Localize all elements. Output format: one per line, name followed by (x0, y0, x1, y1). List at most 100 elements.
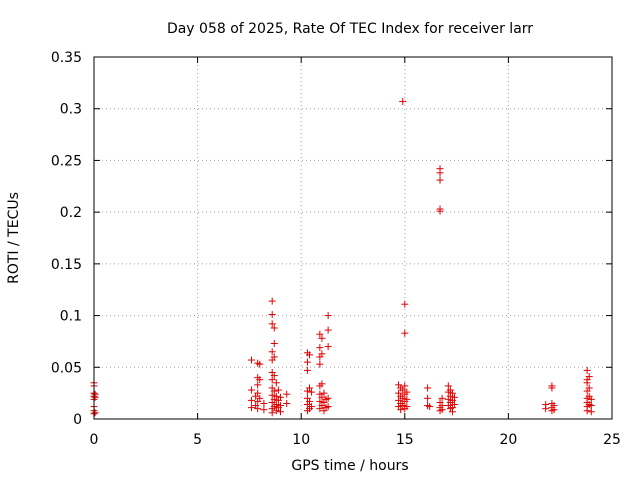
y-tick-label: 0 (73, 412, 82, 428)
data-point (548, 384, 556, 392)
y-tick-label: 0.05 (51, 360, 82, 376)
data-point (318, 393, 326, 401)
data-point (91, 393, 99, 401)
chart-title: Day 058 of 2025, Rate Of TEC Index for r… (167, 21, 533, 37)
data-point (254, 389, 262, 397)
data-point (305, 397, 313, 405)
x-tick-label: 10 (292, 432, 310, 448)
data-point (308, 388, 316, 396)
data-point (550, 406, 558, 414)
data-point (268, 311, 276, 319)
x-axis-label: GPS time / hours (291, 458, 408, 474)
data-point (583, 407, 591, 415)
data-point (270, 372, 278, 380)
data-point (587, 402, 595, 410)
y-tick-label: 0.25 (51, 153, 82, 169)
data-point (272, 392, 280, 400)
data-point (247, 404, 255, 412)
data-point (254, 381, 262, 389)
data-point (585, 384, 593, 392)
data-point (270, 353, 278, 361)
data-point (401, 329, 409, 337)
data-point (268, 376, 276, 384)
data-point (247, 386, 255, 394)
data-point (256, 360, 264, 368)
y-tick-label: 0.1 (60, 309, 82, 325)
data-point (403, 403, 411, 411)
data-point (424, 384, 432, 392)
data-point (316, 397, 324, 405)
data-point (436, 169, 444, 177)
data-point (583, 366, 591, 374)
data-point (274, 386, 282, 394)
x-tick-label: 5 (193, 432, 202, 448)
data-point (268, 297, 276, 305)
data-point (585, 373, 593, 381)
data-point (318, 334, 326, 342)
data-point (268, 409, 276, 417)
data-point (318, 350, 326, 358)
y-tick-label: 0.2 (60, 205, 82, 221)
data-point (270, 339, 278, 347)
data-point (268, 320, 276, 328)
data-point (316, 344, 324, 352)
data-point (399, 97, 407, 105)
data-point (583, 379, 591, 387)
data-point (283, 399, 291, 407)
data-point (399, 386, 407, 394)
data-point (403, 395, 411, 403)
data-point (448, 389, 456, 397)
data-point (254, 405, 262, 413)
data-point (305, 384, 313, 392)
y-tick-label: 0.35 (51, 50, 82, 66)
data-point (256, 376, 264, 384)
x-tick-label: 0 (90, 432, 99, 448)
data-point (403, 388, 411, 396)
data-point (320, 389, 328, 397)
data-point (272, 379, 280, 387)
data-point (438, 394, 446, 402)
y-tick-label: 0.15 (51, 257, 82, 273)
data-point (260, 406, 268, 414)
data-point (426, 403, 434, 411)
data-point (448, 408, 456, 416)
data-point (308, 403, 316, 411)
data-point (542, 405, 550, 413)
data-points (90, 97, 595, 418)
data-point (587, 408, 595, 416)
data-point (324, 403, 332, 411)
plot-frame (93, 56, 613, 420)
data-point (318, 380, 326, 388)
data-point (276, 408, 284, 416)
data-point (324, 343, 332, 351)
data-point (436, 176, 444, 184)
grid (94, 57, 612, 419)
data-point (283, 390, 291, 398)
data-point (276, 402, 284, 410)
data-point (316, 360, 324, 368)
data-point (91, 409, 99, 417)
data-point (256, 394, 264, 402)
data-point (268, 391, 276, 399)
data-point (268, 348, 276, 356)
data-point (587, 395, 595, 403)
data-point (270, 324, 278, 332)
data-point (305, 351, 313, 359)
data-point (451, 401, 459, 409)
data-point (316, 330, 324, 338)
data-point (303, 358, 311, 366)
data-point (270, 387, 278, 395)
data-point (401, 382, 409, 390)
data-point (451, 393, 459, 401)
x-tick-label: 15 (396, 432, 414, 448)
data-point (401, 300, 409, 308)
axis-ticks: 0 5 10 15 20 25 0 0.05 0.1 0.15 0.2 0.25 0.3 0.35 (51, 50, 621, 448)
y-axis-label: ROTI / TECUs (6, 192, 22, 284)
data-point (324, 326, 332, 334)
data-point (260, 399, 268, 407)
data-point (247, 396, 255, 404)
x-tick-label: 25 (603, 432, 621, 448)
data-point (436, 207, 444, 215)
data-point (424, 394, 432, 402)
